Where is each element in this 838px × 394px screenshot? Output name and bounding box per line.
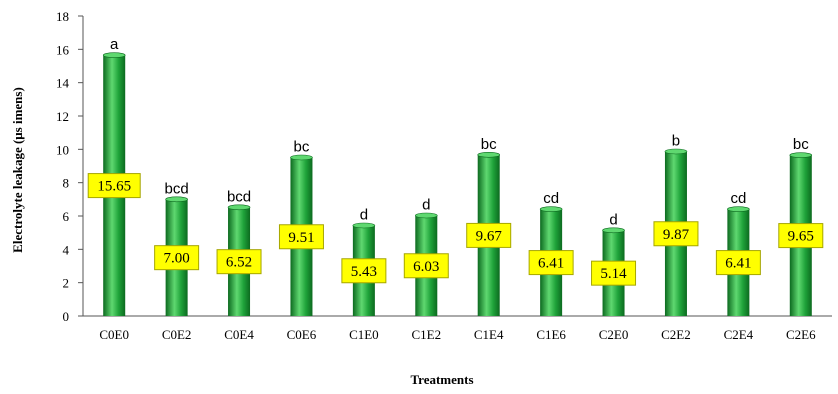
y-tick-label: 12 xyxy=(56,109,69,124)
value-label-box xyxy=(87,173,141,199)
significance-letter: bc xyxy=(481,136,497,153)
y-axis-title: Electrolyte leakage (μs imens) xyxy=(10,87,25,253)
value-label-box xyxy=(216,249,262,275)
bar-cap xyxy=(727,206,750,212)
significance-letter: a xyxy=(110,36,119,53)
y-tick-label: 0 xyxy=(63,309,70,324)
value-label-box xyxy=(341,258,387,284)
x-tick-label: C2E6 xyxy=(786,327,816,342)
value-label: 7.00 xyxy=(164,251,190,267)
bar-cap xyxy=(414,212,438,219)
bar-cap xyxy=(352,222,376,229)
significance-letter: b xyxy=(672,133,680,150)
x-tick-label: C0E0 xyxy=(99,327,129,342)
y-tick-label: 8 xyxy=(63,176,70,191)
bar-cap xyxy=(539,206,563,212)
bar-cap xyxy=(227,204,251,211)
bar-cap xyxy=(664,148,688,155)
significance-letter: d xyxy=(422,197,430,214)
value-label: 6.41 xyxy=(725,256,751,272)
value-label-box xyxy=(154,245,200,271)
value-label-box xyxy=(403,253,449,279)
value-label: 15.65 xyxy=(97,179,131,195)
bar-cap xyxy=(290,154,313,161)
value-label: 6.03 xyxy=(413,259,439,275)
value-label-box xyxy=(778,223,824,249)
y-tick-label: 4 xyxy=(63,242,70,257)
value-label-box xyxy=(278,224,324,250)
bar-cap xyxy=(602,227,625,234)
x-tick-label: C1E0 xyxy=(349,327,379,342)
y-tick-label: 16 xyxy=(56,42,70,57)
value-label: 9.67 xyxy=(476,228,503,244)
value-label: 6.41 xyxy=(538,256,564,272)
x-tick-label: C1E2 xyxy=(411,327,441,342)
y-tick-label: 2 xyxy=(63,276,70,291)
value-label-box xyxy=(528,250,574,276)
value-label: 9.87 xyxy=(663,227,690,243)
x-axis-title: Treatments xyxy=(410,372,473,387)
y-tick-label: 14 xyxy=(56,76,70,91)
labels-group: a15.65 bcd7.00bcd6.52bc9.51d5.43d6.03bc9.… xyxy=(87,36,824,286)
value-label-box xyxy=(466,222,512,248)
x-tick-label: C1E4 xyxy=(474,327,504,342)
value-label: 6.52 xyxy=(226,255,252,271)
significance-letter: d xyxy=(609,211,617,228)
axes: 0 2 4 6 8 10 12 14 16 18 C0E0 C0E2 C0E4 C0E6 C1E0 C1E2 C… xyxy=(56,9,832,342)
x-tick-label: C0E6 xyxy=(287,327,317,342)
value-label-box xyxy=(653,221,699,247)
y-tick-label: 6 xyxy=(63,209,70,224)
significance-letter: bc xyxy=(793,136,809,153)
x-tick-label: C2E4 xyxy=(724,327,754,342)
x-tick-label: C2E0 xyxy=(599,327,629,342)
value-label-box xyxy=(591,260,637,286)
value-label: 5.14 xyxy=(600,266,627,282)
significance-letter: bcd xyxy=(165,180,189,197)
x-tick-label: C0E2 xyxy=(162,327,192,342)
significance-letter: d xyxy=(360,207,368,224)
significance-letter: bc xyxy=(294,139,310,156)
bar-cap xyxy=(789,152,813,158)
value-label: 9.65 xyxy=(788,229,814,245)
bar-cap xyxy=(477,152,501,158)
value-label: 9.51 xyxy=(288,230,314,246)
significance-letter: bcd xyxy=(227,188,251,205)
significance-letter: cd xyxy=(730,190,746,207)
significance-letter: cd xyxy=(543,190,559,207)
y-tick-label: 18 xyxy=(56,9,69,24)
value-label-box xyxy=(715,250,761,276)
bar-cap xyxy=(102,52,126,58)
y-tick-label: 10 xyxy=(56,142,69,157)
bar-cap xyxy=(165,196,188,203)
x-tick-label: C2E2 xyxy=(661,327,691,342)
x-tick-label: C1E6 xyxy=(536,327,566,342)
bars-group xyxy=(102,52,813,317)
x-tick-label: C0E4 xyxy=(224,327,254,342)
value-label: 5.43 xyxy=(351,264,377,280)
